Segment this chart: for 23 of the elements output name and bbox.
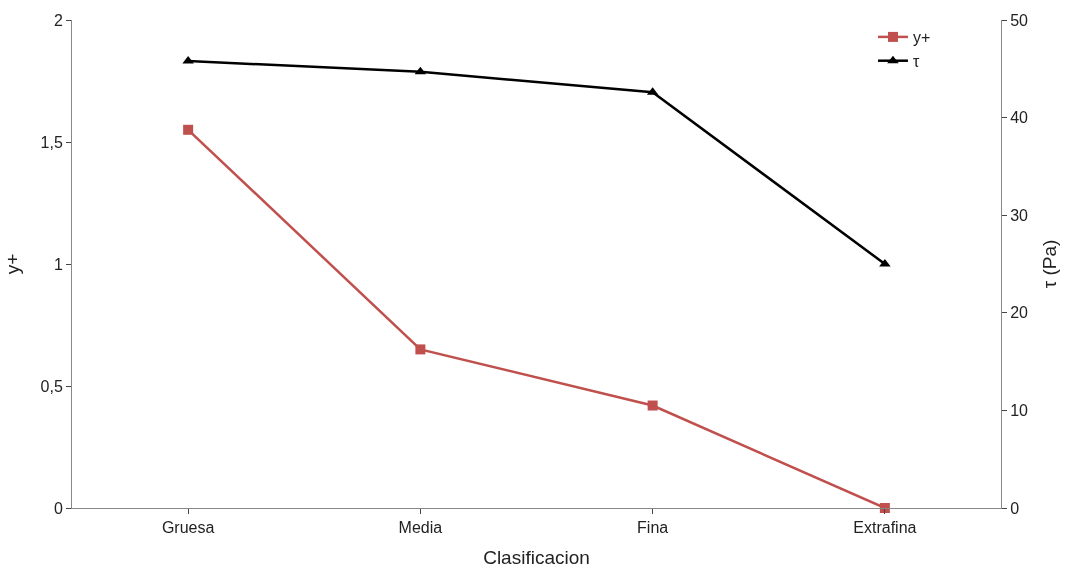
x-tick-label: Extrafina <box>853 519 917 537</box>
y2-tick-label: 10 <box>1010 402 1029 419</box>
y2-tick-label: 0 <box>1010 499 1020 517</box>
y2-axis-title: τ (Pa) <box>1038 239 1060 289</box>
y2-tick-label: 50 <box>1010 11 1029 29</box>
y-tick-label: 0 <box>53 499 63 517</box>
y-tick-label: 1,5 <box>40 133 63 151</box>
y2-tick-label: 20 <box>1010 304 1029 322</box>
y-tick-label: 1 <box>53 255 63 273</box>
y-axis-title: y+ <box>2 253 24 275</box>
point <box>183 124 194 135</box>
point <box>647 400 658 411</box>
x-tick-label: Gruesa <box>161 519 215 537</box>
legend-label: τ <box>912 52 920 70</box>
y-tick-label: 2 <box>53 11 63 29</box>
y2-tick-label: 30 <box>1010 206 1029 224</box>
y2-tick-label: 40 <box>1010 109 1029 127</box>
legend-label: y+ <box>912 29 931 47</box>
x-axis-title: Clasificacion <box>483 547 590 568</box>
x-tick-label: Media <box>398 519 443 537</box>
point <box>415 344 426 355</box>
y-tick-label: 0,5 <box>40 377 63 395</box>
x-tick-label: Fina <box>637 519 669 537</box>
